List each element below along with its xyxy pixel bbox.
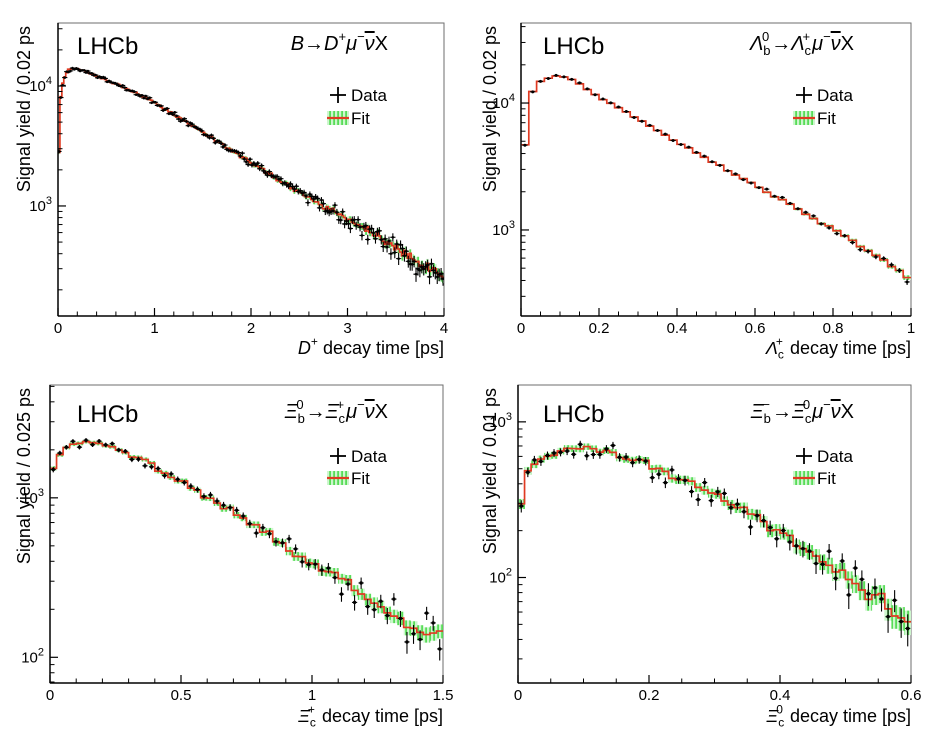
legend-data-label: Data (351, 447, 387, 466)
x-axis-title: Ξc0 decay time [ps] (766, 703, 911, 730)
x-tick-label: 0.4 (667, 320, 688, 337)
x-tick-label: 0.6 (901, 687, 922, 704)
x-tick-label: 0.4 (770, 687, 791, 704)
x-tick-label: 3 (343, 320, 351, 337)
frame (520, 22, 912, 317)
x-axis-title: Λc+ decay time [ps] (765, 335, 911, 362)
legend: Data Fit (327, 447, 387, 488)
fit-band (518, 443, 911, 636)
y-tick-label: 103 (492, 219, 515, 239)
x-tick-label: 0.8 (823, 320, 844, 337)
y-tick-label: 102 (21, 646, 44, 666)
x-tick-label: 4 (440, 320, 448, 337)
lhcb-label: LHCb (543, 33, 604, 60)
data-points (50, 438, 443, 661)
legend-data-label: Data (817, 447, 853, 466)
fit-line (521, 75, 911, 279)
x-tick-label: 0.2 (639, 687, 660, 704)
x-tick-label: 1.5 (433, 687, 454, 704)
legend-fit-label: Fit (817, 469, 836, 488)
data-points (518, 440, 911, 647)
y-axis-title: Signal yield / 0.02 ps (480, 26, 500, 192)
panel-b-to-dplus: 0 1 2 3 4 103 104 LHCb B→D+μ−νX D+ decay time [ps… (0, 0, 466, 370)
x-tick-label: 0.5 (171, 687, 192, 704)
fit-band (521, 75, 911, 280)
data-points (58, 66, 444, 286)
decay-formula: Λb0 →Λc+ μ−νX (749, 29, 854, 58)
x-tick-label: 1 (150, 320, 158, 337)
legend-fit-label: Fit (351, 469, 370, 488)
y-axis-title: Signal yield / 0.01 ps (480, 388, 500, 554)
lhcb-label: LHCb (543, 401, 604, 428)
fit-line (518, 445, 911, 623)
decay-formula: Ξb− →Ξc0 μ−νX (750, 397, 854, 426)
frame (57, 22, 445, 317)
x-tick-label: 0.6 (745, 320, 766, 337)
chart-svg-Lambdab0-to-Lambdacplus-mu-nu-X: 0 0.2 0.4 0.6 0.8 1 103 104 LHCb Λb0 →Λc+ μ−νX Λc+ d… (480, 22, 915, 362)
data-points (522, 73, 910, 285)
axes: 0 0.5 1 1.5 102 103 (21, 385, 453, 704)
panel-xibminus-to-xic0: 0 0.2 0.4 0.6 102 103 LHCb Ξb− →Ξc0 μ−νX Ξc0 decay… (466, 370, 933, 739)
axes: 0 1 2 3 4 103 104 (29, 23, 448, 337)
legend: Data Fit (793, 447, 853, 488)
y-tick-label: 104 (492, 92, 515, 112)
y-axis-title: Signal yield / 0.025 ps (14, 388, 34, 564)
y-tick-label: 102 (489, 567, 512, 587)
panel-xib0-to-xicplus: 0 0.5 1 1.5 102 103 LHCb Ξb0 →Ξc+ μ−νX Ξc+ decay t… (0, 370, 466, 739)
x-tick-label: 0 (517, 320, 525, 337)
chart-svg-Xibminus-to-Xic0-mu-nu-X: 0 0.2 0.4 0.6 102 103 LHCb Ξb− →Ξc0 μ−νX Ξc0 decay… (480, 384, 921, 730)
x-tick-label: 2 (247, 320, 255, 337)
frame (517, 384, 912, 684)
y-tick-label: 103 (21, 487, 44, 507)
legend-data-label: Data (817, 86, 853, 105)
y-tick-label: 103 (489, 411, 512, 431)
x-tick-label: 0.2 (589, 320, 610, 337)
axes: 0 0.2 0.4 0.6 0.8 1 103 104 (492, 23, 915, 337)
legend-data-label: Data (351, 86, 387, 105)
legend-fit-label: Fit (351, 109, 370, 128)
x-tick-label: 0 (514, 687, 522, 704)
lhcb-label: LHCb (77, 401, 138, 428)
y-tick-label: 103 (29, 195, 52, 215)
axes: 0 0.2 0.4 0.6 102 103 (489, 385, 921, 704)
decay-formula: Ξb0 →Ξc+ μ−νX (284, 397, 388, 426)
x-tick-label: 0 (46, 687, 54, 704)
frame (49, 384, 444, 684)
y-axis-title: Signal yield / 0.02 ps (14, 26, 34, 192)
x-tick-label: 1 (907, 320, 915, 337)
x-axis-title: D+ decay time [ps] (298, 335, 444, 358)
lhcb-label: LHCb (77, 33, 138, 60)
decay-formula: B→D+μ−νX (291, 29, 388, 55)
fit-line (50, 440, 443, 636)
chart-svg-B-to-Dplus-mu-nu-X: 0 1 2 3 4 103 104 LHCb B→D+μ−νX D+ decay time [ps… (14, 22, 448, 358)
legend-fit-label: Fit (817, 109, 836, 128)
legend: Data Fit (327, 86, 387, 128)
chart-svg-Xib0-to-Xicplus-mu-nu-X: 0 0.5 1 1.5 102 103 LHCb Ξb0 →Ξc+ μ−νX Ξc+ decay t… (14, 384, 453, 730)
legend: Data Fit (793, 86, 853, 128)
x-tick-label: 0 (54, 320, 62, 337)
panel-lambdab-to-lambdac: 0 0.2 0.4 0.6 0.8 1 103 104 LHCb Λb0 →Λc+ μ−νX Λc+ d… (466, 0, 933, 370)
x-tick-label: 1 (308, 687, 316, 704)
x-axis-title: Ξc+ decay time [ps] (297, 703, 443, 730)
y-tick-label: 104 (29, 75, 52, 95)
